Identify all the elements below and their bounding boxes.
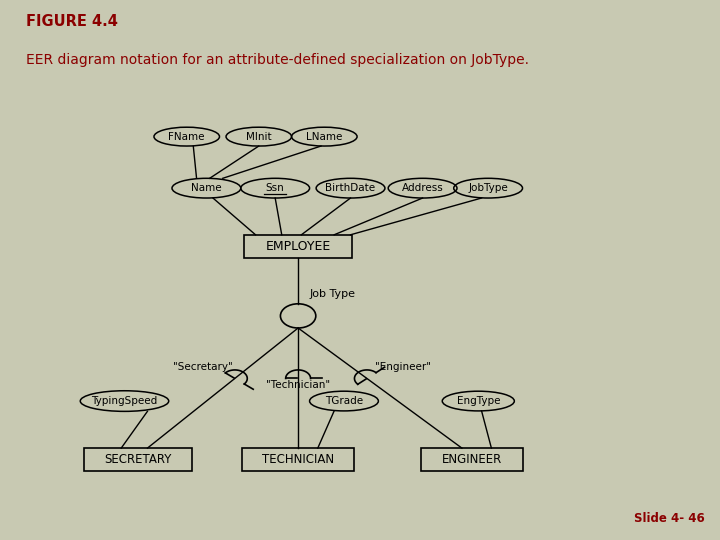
Text: Slide 4- 46: Slide 4- 46 (634, 512, 704, 525)
Text: EMPLOYEE: EMPLOYEE (266, 240, 330, 253)
Text: Job Type: Job Type (310, 289, 356, 299)
Text: ENGINEER: ENGINEER (441, 453, 502, 466)
Text: "Engineer": "Engineer" (375, 362, 431, 373)
Text: MInit: MInit (246, 132, 271, 141)
Text: FIGURE 4.4: FIGURE 4.4 (26, 14, 118, 29)
Text: Ssn: Ssn (266, 183, 284, 193)
Bar (243, 448, 354, 470)
Text: EER diagram notation for an attribute-defined specialization on JobType.: EER diagram notation for an attribute-de… (26, 53, 529, 68)
Text: "Secretary": "Secretary" (174, 362, 233, 373)
Text: SECRETARY: SECRETARY (104, 453, 171, 466)
Bar (421, 448, 523, 470)
Text: Address: Address (402, 183, 444, 193)
Text: Name: Name (191, 183, 222, 193)
Text: TypingSpeed: TypingSpeed (91, 396, 158, 406)
Text: EngType: EngType (456, 396, 500, 406)
Bar (84, 448, 192, 470)
Text: BirthDate: BirthDate (325, 183, 376, 193)
Text: FName: FName (168, 132, 205, 141)
Text: "Technician": "Technician" (266, 380, 330, 390)
Bar (244, 235, 352, 258)
Text: TGrade: TGrade (325, 396, 363, 406)
Text: LName: LName (306, 132, 343, 141)
Text: TECHNICIAN: TECHNICIAN (262, 453, 334, 466)
Text: JobType: JobType (468, 183, 508, 193)
